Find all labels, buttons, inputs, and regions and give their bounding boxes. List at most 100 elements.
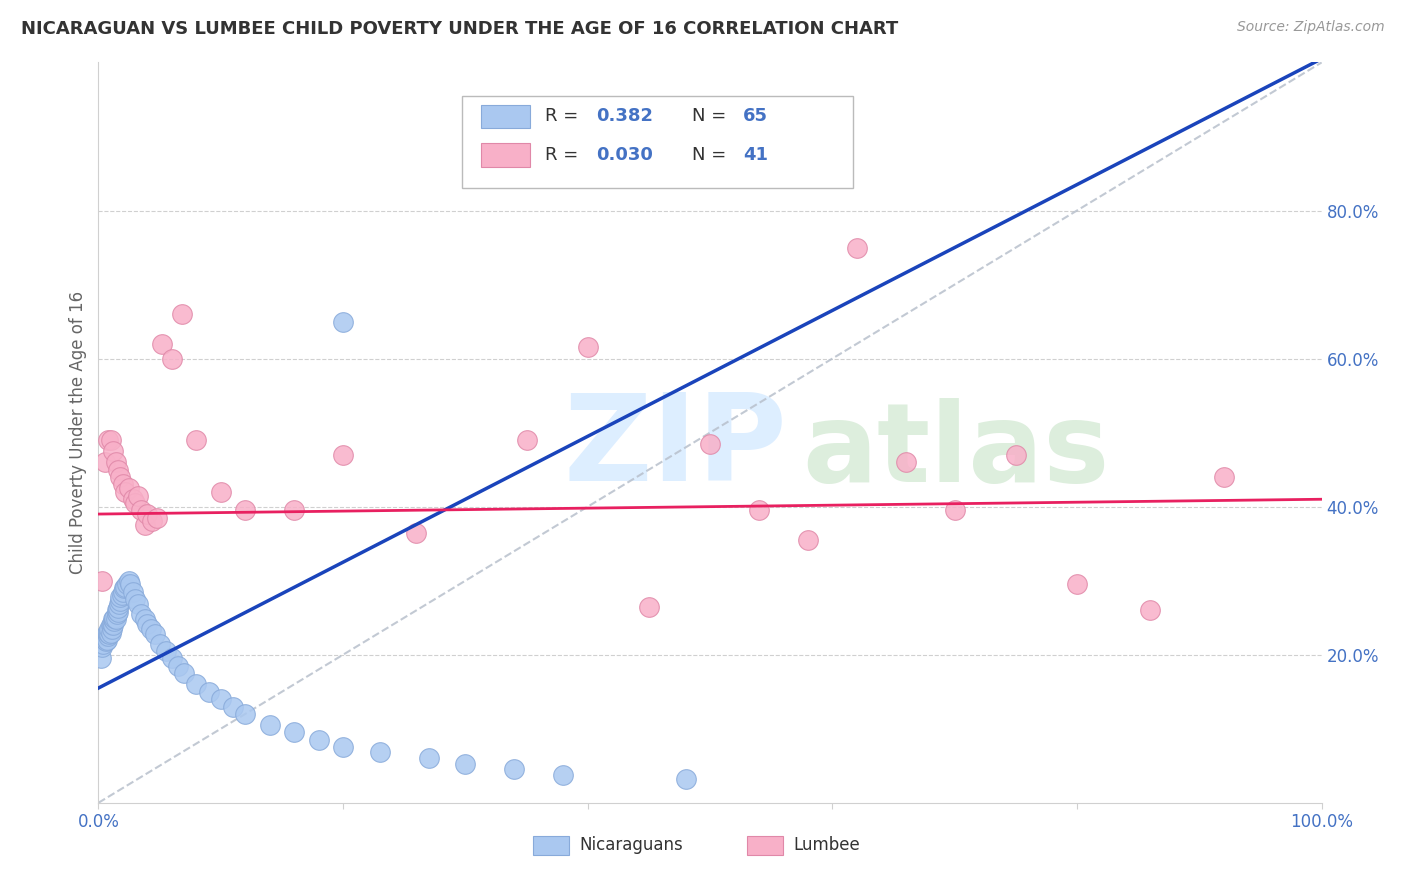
Point xyxy=(115,577,138,591)
Point xyxy=(93,629,115,643)
Point xyxy=(136,616,159,631)
Point xyxy=(170,307,193,321)
Point xyxy=(1212,470,1234,484)
Point xyxy=(454,757,477,772)
Point xyxy=(308,732,330,747)
Text: R =: R = xyxy=(546,108,583,126)
Point xyxy=(1139,603,1161,617)
Point xyxy=(111,477,134,491)
Point xyxy=(121,584,143,599)
Bar xyxy=(747,836,783,855)
Point xyxy=(120,577,142,591)
Point xyxy=(173,666,195,681)
Point xyxy=(146,510,169,524)
Point xyxy=(197,685,219,699)
Point xyxy=(283,503,305,517)
Point xyxy=(845,240,868,255)
Text: ZIP: ZIP xyxy=(564,389,787,506)
Point xyxy=(332,740,354,755)
Point xyxy=(91,640,114,655)
Point xyxy=(553,767,575,781)
Point xyxy=(100,618,122,632)
Point xyxy=(136,507,159,521)
Point xyxy=(150,336,173,351)
Point xyxy=(222,699,245,714)
Point xyxy=(1066,577,1088,591)
Point xyxy=(139,622,162,636)
Point xyxy=(101,618,124,632)
Point xyxy=(1004,448,1026,462)
Text: 41: 41 xyxy=(742,146,768,164)
Point xyxy=(111,584,134,599)
Text: 0.030: 0.030 xyxy=(596,146,654,164)
Point xyxy=(110,590,132,604)
Text: Nicaraguans: Nicaraguans xyxy=(579,836,683,854)
Bar xyxy=(533,836,569,855)
Point xyxy=(129,607,152,621)
Point xyxy=(91,637,114,651)
Point xyxy=(143,627,166,641)
Point xyxy=(114,580,136,594)
Point xyxy=(129,503,152,517)
Point xyxy=(110,594,132,608)
Point xyxy=(209,484,232,499)
Point xyxy=(797,533,820,547)
Point xyxy=(127,489,149,503)
Point xyxy=(503,763,526,777)
Text: 0.382: 0.382 xyxy=(596,108,654,126)
Point xyxy=(90,651,112,665)
Point xyxy=(124,496,146,510)
FancyBboxPatch shape xyxy=(461,95,853,188)
Point xyxy=(93,455,115,469)
Y-axis label: Child Poverty Under the Age of 16: Child Poverty Under the Age of 16 xyxy=(69,291,87,574)
Point xyxy=(186,433,208,447)
Point xyxy=(637,599,661,614)
Point xyxy=(98,627,121,641)
Point xyxy=(101,444,124,458)
Point xyxy=(103,615,125,629)
Point xyxy=(93,632,115,647)
Point xyxy=(167,658,190,673)
Bar xyxy=(481,143,530,167)
Point xyxy=(104,455,127,469)
Point xyxy=(104,612,127,626)
Point xyxy=(94,634,117,648)
Point xyxy=(107,462,129,476)
Point xyxy=(96,625,118,640)
Point xyxy=(124,592,146,607)
Point xyxy=(127,598,149,612)
Point xyxy=(134,612,156,626)
Point xyxy=(894,455,917,469)
Text: N =: N = xyxy=(692,146,731,164)
Point xyxy=(141,515,163,529)
Point xyxy=(100,433,122,447)
Point xyxy=(111,589,134,603)
Point xyxy=(107,605,129,619)
Point xyxy=(110,470,132,484)
Text: 65: 65 xyxy=(742,108,768,126)
Point xyxy=(368,746,391,760)
Point xyxy=(94,629,117,643)
Point xyxy=(405,525,427,540)
Point xyxy=(233,706,256,721)
Point xyxy=(101,612,124,626)
Bar xyxy=(481,104,530,128)
Point xyxy=(576,341,599,355)
Point xyxy=(186,677,208,691)
Point xyxy=(160,351,183,366)
Point xyxy=(121,492,143,507)
Point xyxy=(97,629,120,643)
Point xyxy=(97,433,120,447)
Point xyxy=(155,644,177,658)
Point xyxy=(675,772,697,786)
Text: Source: ZipAtlas.com: Source: ZipAtlas.com xyxy=(1237,20,1385,34)
Point xyxy=(418,751,440,765)
Text: atlas: atlas xyxy=(801,398,1109,505)
Point xyxy=(100,625,122,640)
Point xyxy=(105,607,128,621)
Point xyxy=(101,622,124,636)
Point xyxy=(134,518,156,533)
Point xyxy=(103,610,125,624)
Point xyxy=(233,503,256,517)
Point xyxy=(107,601,129,615)
